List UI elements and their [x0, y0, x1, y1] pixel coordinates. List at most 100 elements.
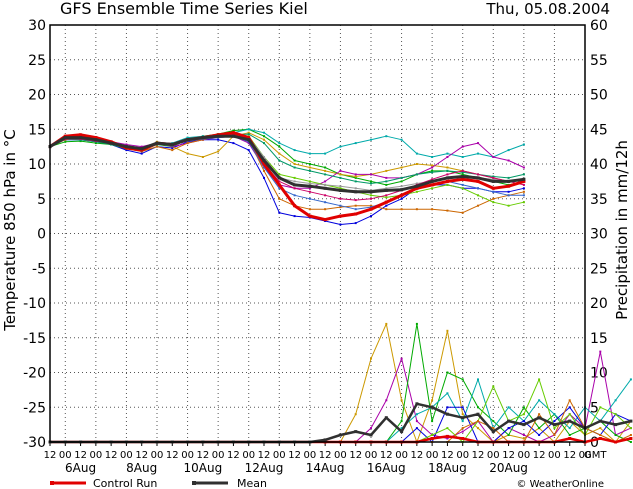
temp-mean-point	[140, 147, 144, 151]
temp-mean-point	[109, 141, 113, 145]
temp-member-5-point	[370, 173, 372, 176]
temp-mean-point	[216, 134, 220, 138]
precip-member-4-point	[477, 378, 479, 381]
precip-member-6-point	[629, 427, 632, 430]
temp-member-9-point	[354, 180, 357, 183]
y-tick-label-left: 0	[37, 227, 46, 243]
precip-member-1-point	[599, 427, 602, 430]
temp-mean-point	[231, 134, 235, 138]
y-tick-label-right: 40	[590, 157, 608, 173]
temp-member-10-point	[385, 187, 388, 190]
y-tick-label-left: 15	[28, 122, 46, 138]
precip-mean-point	[568, 419, 572, 423]
temp-member-2-point	[293, 159, 296, 162]
precip-member-3-point	[431, 420, 434, 423]
precip-member-3-point	[446, 371, 449, 374]
chart-date: Thu, 05.08.2004	[485, 0, 610, 18]
y-tick-label-left: -20	[23, 366, 46, 382]
temp-control-run-point	[323, 218, 327, 222]
temp-member-5-point	[354, 173, 357, 176]
legend-control-run-label: Control Run	[93, 477, 157, 489]
temp-member-8-point	[278, 187, 281, 190]
x-tick-label-hour: 12	[319, 450, 332, 461]
precip-mean-point	[354, 430, 358, 434]
y-tick-label-left: -30	[23, 435, 46, 451]
temp-member-1-point	[385, 204, 388, 207]
temp-member-10-point	[263, 156, 265, 158]
precip-member-2-point	[599, 350, 602, 353]
temp-control-run-point	[79, 133, 83, 137]
temp-mean-point	[293, 183, 297, 187]
precip-member-6-point	[599, 406, 602, 409]
precip-member-7-point	[629, 434, 632, 436]
temp-member-10-point	[400, 185, 403, 188]
temp-member-5-point	[125, 143, 128, 146]
x-tick-label-hour: 00	[120, 450, 133, 461]
temp-mean-point	[354, 190, 358, 194]
temp-member-4-point	[263, 131, 265, 134]
precip-member-6-point	[614, 413, 617, 416]
temp-member-4-point	[431, 156, 434, 158]
temp-member-5-point	[140, 145, 143, 148]
x-tick-label-hour: 00	[303, 450, 316, 461]
temp-control-run-point	[491, 186, 495, 190]
precip-member-6-point	[568, 413, 571, 416]
precip-control-run-point	[445, 434, 449, 438]
temp-member-7-point	[278, 173, 281, 176]
temp-member-10-point	[354, 187, 357, 190]
temp-member-2-point	[79, 140, 82, 143]
temp-member-6-point	[370, 204, 372, 207]
temp-member-9-point	[263, 142, 265, 145]
temp-member-5	[49, 135, 525, 189]
y-tick-label-right: 50	[590, 88, 608, 104]
temp-member-8-point	[477, 187, 479, 190]
legend-control-run-marker	[50, 481, 54, 485]
precip-mean-point	[338, 433, 342, 437]
precip-member-5-point	[538, 434, 541, 436]
temp-member-11-point	[370, 197, 372, 200]
precip-member-4-point	[614, 399, 617, 402]
temp-member-7-point	[492, 201, 495, 204]
temp-mean-point	[369, 190, 373, 194]
x-tick-label-hour: 00	[89, 450, 102, 461]
temp-member-2-point	[370, 180, 372, 183]
temp-member-3	[49, 132, 524, 182]
precip-member-6-point	[446, 427, 449, 430]
temp-member-10-point	[492, 178, 495, 181]
temp-member-11-point	[431, 178, 434, 181]
temp-member-3-point	[293, 163, 296, 165]
temp-member-2-point	[278, 145, 281, 148]
y-tick-label-left: 25	[28, 53, 46, 69]
temp-member-4-point	[446, 152, 449, 155]
precip-member-5-point	[446, 406, 449, 409]
x-tick-label-hour: 12	[135, 450, 148, 461]
temp-member-3-point	[400, 166, 403, 169]
temp-member-1	[49, 139, 525, 225]
x-tick-label-hour: 12	[227, 450, 240, 461]
temp-member-11-point	[492, 176, 495, 179]
x-tick-label-day: 20Aug	[489, 461, 528, 475]
temp-mean-point	[384, 188, 388, 192]
x-tick-label-hour: 12	[105, 450, 118, 461]
temp-member-9-point	[339, 176, 342, 179]
temp-mean-point	[262, 159, 266, 162]
precip-member-7-point	[492, 427, 495, 430]
temp-mean-point	[400, 188, 404, 192]
precip-member-4-point	[461, 420, 464, 423]
temp-member-5-point	[324, 180, 327, 183]
legend-mean-label: Mean	[237, 477, 267, 489]
temp-member-1-point	[354, 222, 357, 225]
temp-member-7-point	[431, 187, 434, 190]
x-tick-label-hour: 00	[212, 450, 225, 461]
x-tick-label-hour: 12	[380, 450, 393, 461]
precip-member-3-point	[538, 427, 541, 430]
precip-member-6-point	[553, 427, 556, 430]
temp-member-5-point	[339, 169, 342, 172]
temp-member-11-point	[446, 173, 449, 176]
precip-mean-point	[476, 412, 480, 416]
x-tick-label-hour: 00	[579, 450, 592, 461]
temp-member-7-point	[370, 194, 372, 197]
x-axis-unit: GMT	[584, 450, 607, 461]
precip-member-5	[50, 406, 632, 443]
